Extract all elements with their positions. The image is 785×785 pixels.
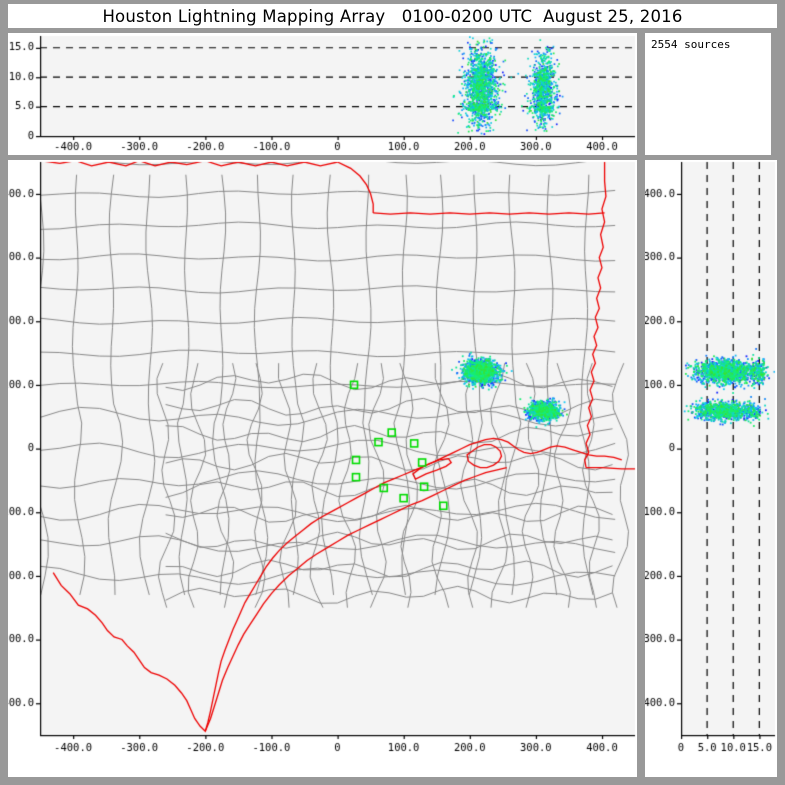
plan-view-map-panel [8,160,637,777]
altitude-vs-north-south-panel [645,160,777,777]
altitude-east-west-canvas [8,33,637,155]
page-title: Houston Lightning Mapping Array 0100-020… [102,6,683,26]
title-bar: Houston Lightning Mapping Array 0100-020… [8,4,777,28]
source-count-label: 2554 sources [651,38,731,51]
source-count-box: 2554 sources [645,33,771,155]
altitude-vs-east-west-panel [8,33,637,155]
altitude-north-south-canvas [645,160,777,777]
plan-view-map-canvas [8,160,637,777]
